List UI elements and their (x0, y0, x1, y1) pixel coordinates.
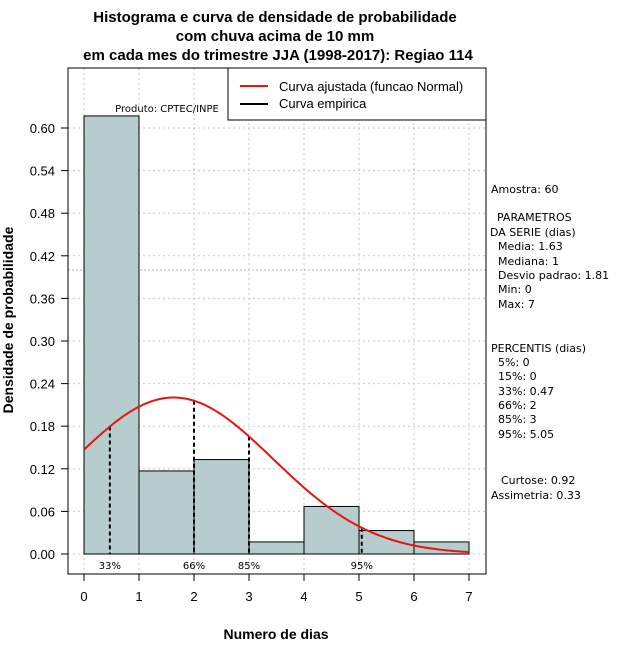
stat-p5: 5%: 0 (498, 356, 530, 369)
y-tick-label-8: 0.48 (30, 206, 55, 221)
y-tick-label-5: 0.30 (30, 334, 55, 349)
y-axis-label: Densidade de probabilidade (0, 226, 16, 413)
normal-curve (83, 396, 470, 554)
histogram-bar-4 (303, 505, 360, 555)
percentile-label-3: 95% (351, 561, 373, 572)
x-tick-label-0: 0 (80, 589, 87, 604)
y-tick-label-3: 0.18 (30, 419, 55, 434)
histogram-bar-0 (83, 115, 140, 555)
stat-media: Media: 1.63 (498, 240, 563, 253)
y-tick-label-4: 0.24 (30, 377, 55, 392)
stat-max: Max: 7 (498, 298, 535, 311)
stat-p95: 95%: 5.05 (498, 428, 554, 441)
percentile-label-1: 66% (183, 561, 205, 572)
x-tick-label-5: 5 (355, 589, 362, 604)
histogram-bar-2 (193, 459, 250, 555)
legend-label-normal: Curva ajustada (funcao Normal) (279, 79, 463, 94)
y-axis: 0.00 0.06 0.12 0.18 0.24 0.30 0.36 0.42 0.48 0.54… (30, 121, 69, 562)
stat-desvio: Desvio padrao: 1.81 (498, 269, 609, 282)
y-tick-label-1: 0.06 (30, 504, 55, 519)
percentile-label-2: 85% (238, 561, 260, 572)
legend-label-empirical: Curva empirica (279, 96, 367, 111)
y-tick-label-2: 0.12 (30, 462, 55, 477)
stat-percentis-title: PERCENTIS (dias) (491, 342, 586, 355)
stat-p33: 33%: 0.47 (498, 385, 554, 398)
stat-p66: 66%: 2 (498, 399, 537, 412)
stat-p85: 85%: 3 (498, 413, 537, 426)
chart-title-line-3: em cada mes do trimestre JJA (1998-2017)… (83, 47, 473, 64)
histogram-bar-3 (248, 541, 305, 555)
x-tick-label-4: 4 (300, 589, 307, 604)
y-tick-label-10: 0.60 (30, 121, 55, 136)
percentile-markers: 33% 66% 85% 95% (99, 400, 373, 572)
stat-params-title-1: PARAMETROS (497, 211, 572, 224)
y-tick-label-6: 0.36 (30, 291, 55, 306)
normal-curve-layer (83, 396, 470, 554)
stat-min: Min: 0 (498, 283, 532, 296)
y-tick-label-0: 0.00 (30, 547, 55, 562)
legend-box (227, 67, 487, 121)
stat-params-title-2: DA SERIE (dias) (490, 226, 576, 239)
histogram-bars (83, 115, 470, 555)
stat-mediana: Mediana: 1 (498, 255, 559, 268)
y-tick-label-9: 0.54 (30, 164, 55, 179)
percentile-label-0: 33% (99, 561, 121, 572)
histogram-bar-1 (138, 470, 195, 555)
x-tick-label-2: 2 (190, 589, 197, 604)
legend: Curva ajustada (funcao Normal) Curva emp… (227, 67, 487, 121)
chart-title-line-2: com chuva acima de 10 mm (176, 28, 374, 45)
stat-assimetria: Assimetria: 0.33 (491, 489, 581, 502)
stat-curtose: Curtose: 0.92 (501, 474, 575, 487)
stat-p15: 15%: 0 (498, 370, 537, 383)
x-tick-label-7: 7 (465, 589, 472, 604)
x-tick-label-3: 3 (245, 589, 252, 604)
x-tick-label-1: 1 (135, 589, 142, 604)
x-axis: 0 1 2 3 4 5 6 7 (80, 573, 473, 604)
stat-amostra: Amostra: 60 (491, 183, 558, 196)
x-tick-label-6: 6 (410, 589, 417, 604)
y-tick-label-7: 0.42 (30, 249, 55, 264)
chart-title-line-1: Histograma e curva de densidade de proba… (93, 9, 456, 26)
x-axis-label: Numero de dias (223, 626, 328, 642)
histogram-bar-5 (358, 530, 415, 555)
product-label: Produto: CPTEC/INPE (115, 104, 219, 115)
stats-panel: Amostra: 60 PARAMETROS DA SERIE (dias) M… (490, 183, 609, 502)
